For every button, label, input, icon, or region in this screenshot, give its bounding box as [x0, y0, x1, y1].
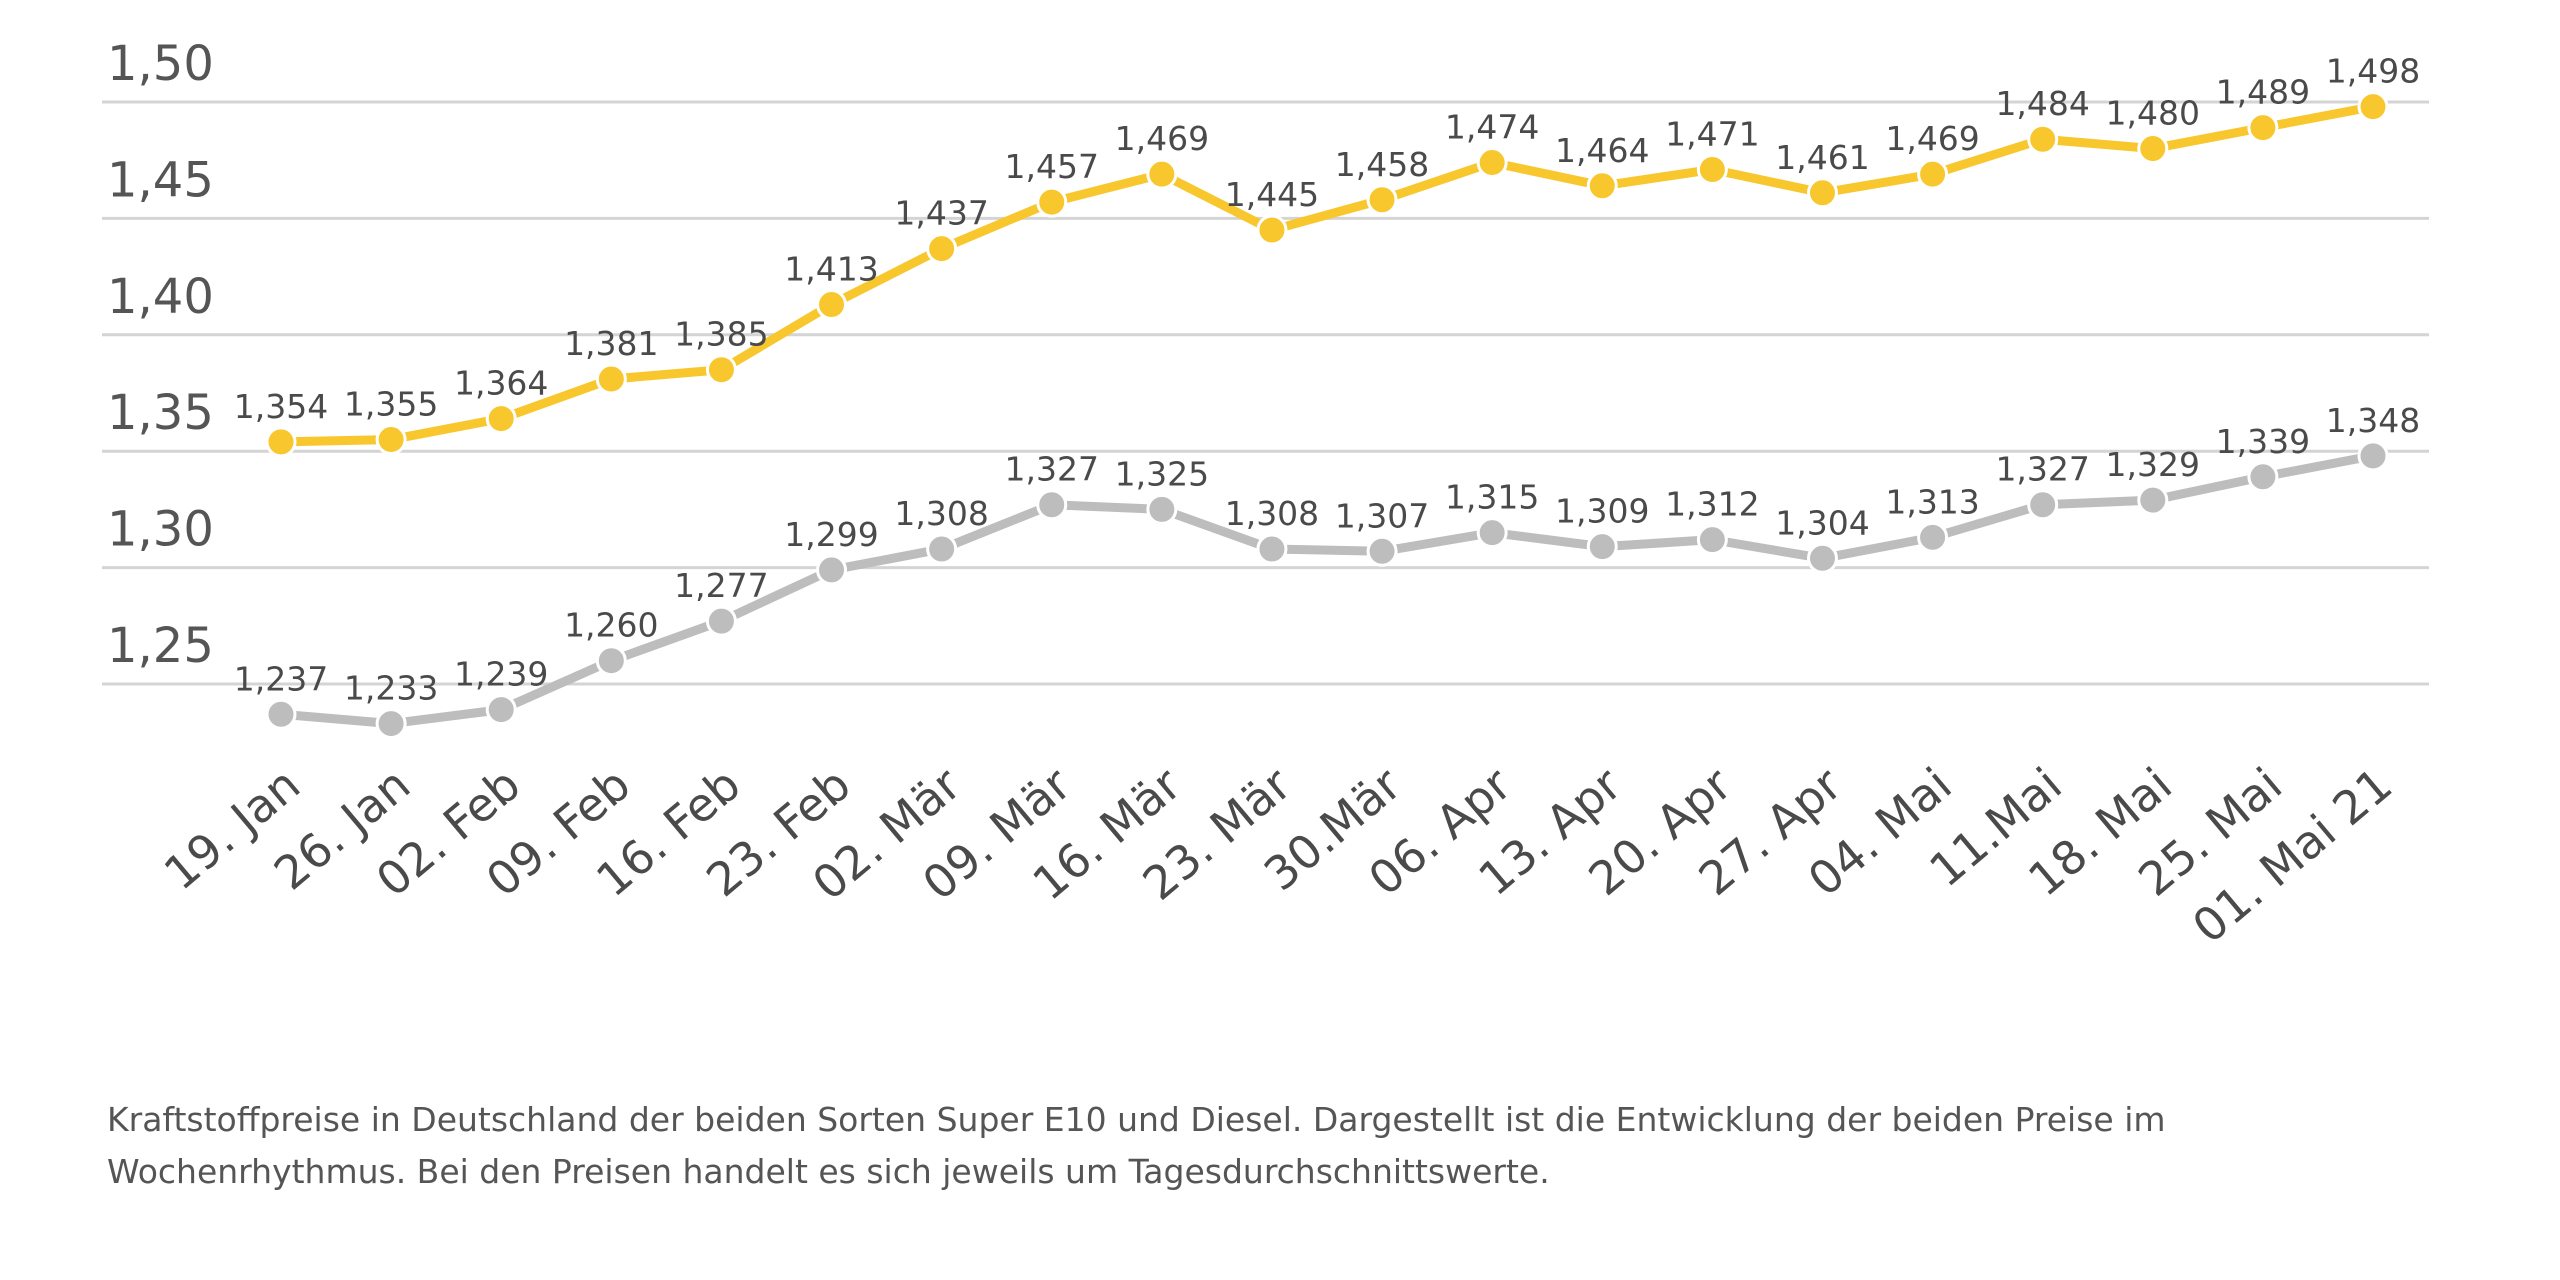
data-point [926, 233, 958, 265]
data-label: 1,239 [454, 655, 548, 694]
data-point [485, 403, 517, 435]
data-label: 1,312 [1665, 485, 1759, 524]
data-point [1256, 214, 1288, 246]
data-label: 1,385 [674, 315, 768, 354]
data-point [1366, 184, 1398, 216]
data-point [1806, 177, 1838, 209]
y-tick-label: 1,45 [107, 152, 214, 208]
data-point [1366, 535, 1398, 567]
data-label: 1,309 [1555, 492, 1649, 531]
data-label: 1,364 [454, 364, 548, 403]
data-label: 1,355 [344, 385, 438, 424]
data-label: 1,437 [894, 194, 988, 233]
data-label: 1,489 [2216, 73, 2310, 112]
data-point [1036, 489, 1068, 521]
data-point [2357, 440, 2389, 472]
y-tick-label: 1,40 [107, 269, 214, 325]
data-label: 1,469 [1115, 119, 1209, 158]
series-line [280, 451, 2374, 729]
data-label: 1,315 [1445, 478, 1539, 517]
data-label: 1,308 [894, 494, 988, 533]
data-label: 1,237 [234, 659, 328, 698]
data-point [1256, 533, 1288, 565]
data-point [375, 424, 407, 456]
data-label: 1,381 [564, 324, 658, 363]
data-point [265, 698, 297, 730]
data-label: 1,307 [1335, 496, 1429, 535]
data-point [1806, 542, 1838, 574]
y-tick-label: 1,50 [107, 36, 214, 92]
data-point [705, 605, 737, 637]
data-point [1476, 147, 1508, 179]
data-point [1917, 158, 1949, 190]
data-label: 1,327 [1995, 450, 2089, 489]
data-point [1146, 493, 1178, 525]
data-label: 1,304 [1775, 503, 1869, 542]
data-point [375, 708, 407, 740]
data-point [595, 363, 627, 395]
data-label: 1,474 [1445, 108, 1539, 147]
data-label: 1,313 [1885, 482, 1979, 521]
data-point [1917, 521, 1949, 553]
chart-caption: Kraftstoffpreise in Deutschland der beid… [107, 1100, 2166, 1191]
data-label: 1,329 [2106, 445, 2200, 484]
data-label: 1,484 [1995, 84, 2089, 123]
data-point [2137, 133, 2169, 165]
data-label: 1,260 [564, 606, 658, 645]
data-point [595, 645, 627, 677]
data-label: 1,413 [784, 250, 878, 289]
data-label: 1,464 [1555, 131, 1649, 170]
series-line [280, 102, 2374, 447]
data-point [926, 533, 958, 565]
data-point [2247, 112, 2279, 144]
data-point [816, 554, 848, 586]
data-point [1476, 517, 1508, 549]
data-point [1146, 158, 1178, 190]
data-point [2247, 461, 2279, 493]
data-label: 1,457 [1004, 147, 1098, 186]
data-label: 1,308 [1225, 494, 1319, 533]
y-tick-label: 1,35 [107, 385, 214, 441]
data-point [2357, 91, 2389, 123]
data-point [485, 694, 517, 726]
data-label: 1,348 [2326, 401, 2420, 440]
data-label: 1,461 [1775, 138, 1869, 177]
data-label: 1,325 [1115, 454, 1209, 493]
data-label: 1,480 [2106, 94, 2200, 133]
data-label: 1,445 [1225, 175, 1319, 214]
data-label: 1,458 [1335, 145, 1429, 184]
data-point [2027, 489, 2059, 521]
data-label: 1,498 [2326, 52, 2420, 91]
data-label: 1,469 [1885, 119, 1979, 158]
data-label: 1,233 [344, 669, 438, 708]
data-point [265, 426, 297, 458]
data-point [2137, 484, 2169, 516]
data-point [1696, 524, 1728, 556]
data-point [1586, 170, 1618, 202]
data-label: 1,299 [784, 515, 878, 554]
data-point [1696, 154, 1728, 186]
data-label: 1,277 [674, 566, 768, 605]
data-point [1036, 186, 1068, 218]
data-label: 1,327 [1004, 450, 1098, 489]
data-label: 1,354 [234, 387, 328, 426]
y-tick-label: 1,25 [107, 618, 214, 674]
data-point [705, 354, 737, 386]
data-point [816, 289, 848, 321]
data-label: 1,471 [1665, 115, 1759, 154]
data-label: 1,339 [2216, 422, 2310, 461]
data-point [2027, 123, 2059, 155]
data-point [1586, 531, 1618, 563]
y-tick-label: 1,30 [107, 502, 214, 558]
